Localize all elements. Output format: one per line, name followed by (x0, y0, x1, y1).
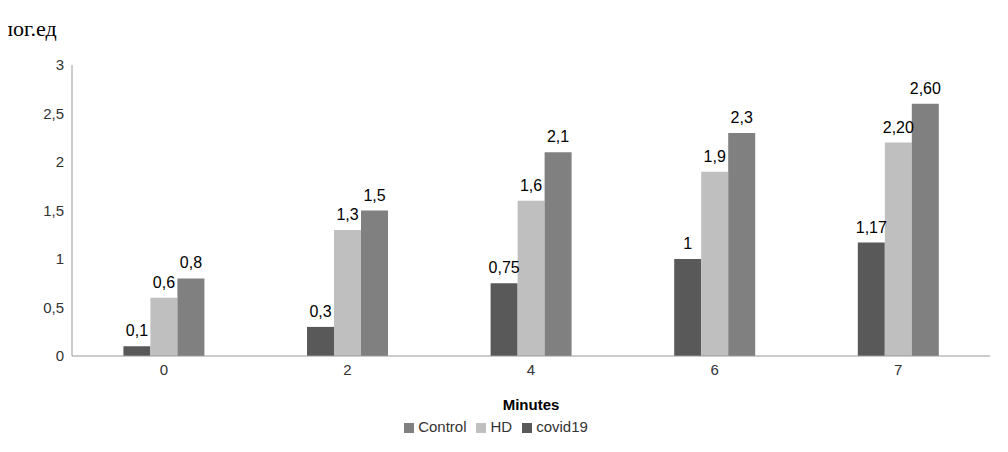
html-text:covid19: covid19 (536, 418, 588, 435)
svg-text:Minutes: Minutes (503, 396, 560, 413)
svg-text:2,20: 2,20 (883, 119, 914, 136)
svg-text:1,3: 1,3 (336, 206, 358, 223)
svg-text:0,8: 0,8 (180, 254, 202, 271)
svg-text:2,60: 2,60 (910, 80, 941, 97)
svg-text:2: 2 (343, 361, 351, 378)
svg-text:2,5: 2,5 (43, 105, 64, 122)
svg-text:0,6: 0,6 (153, 274, 175, 291)
svg-text:0,3: 0,3 (309, 303, 331, 320)
svg-text:0,5: 0,5 (43, 299, 64, 316)
svg-text:1,6: 1,6 (520, 177, 542, 194)
svg-text:0: 0 (56, 347, 64, 364)
html-text:Control: Control (418, 418, 467, 435)
svg-text:6: 6 (710, 361, 718, 378)
svg-text:1,5: 1,5 (363, 187, 385, 204)
svg-text:4: 4 (527, 361, 535, 378)
svg-text:2: 2 (56, 153, 64, 170)
svg-text:3: 3 (56, 56, 64, 73)
svg-text:1,9: 1,9 (704, 148, 726, 165)
svg-text:1: 1 (683, 235, 692, 252)
svg-text:0,75: 0,75 (489, 259, 520, 276)
svg-text:0: 0 (160, 361, 168, 378)
svg-text:1: 1 (56, 250, 64, 267)
html-text:HD: HD (490, 418, 513, 435)
svg-text:2,1: 2,1 (547, 128, 569, 145)
svg-text:7: 7 (894, 361, 902, 378)
svg-text:0,1: 0,1 (126, 322, 148, 339)
svg-text:2,3: 2,3 (731, 109, 753, 126)
svg-text:1,5: 1,5 (43, 202, 64, 219)
svg-text:1,17: 1,17 (856, 219, 887, 236)
html-text:лог.ед: лог.ед (2, 16, 57, 41)
